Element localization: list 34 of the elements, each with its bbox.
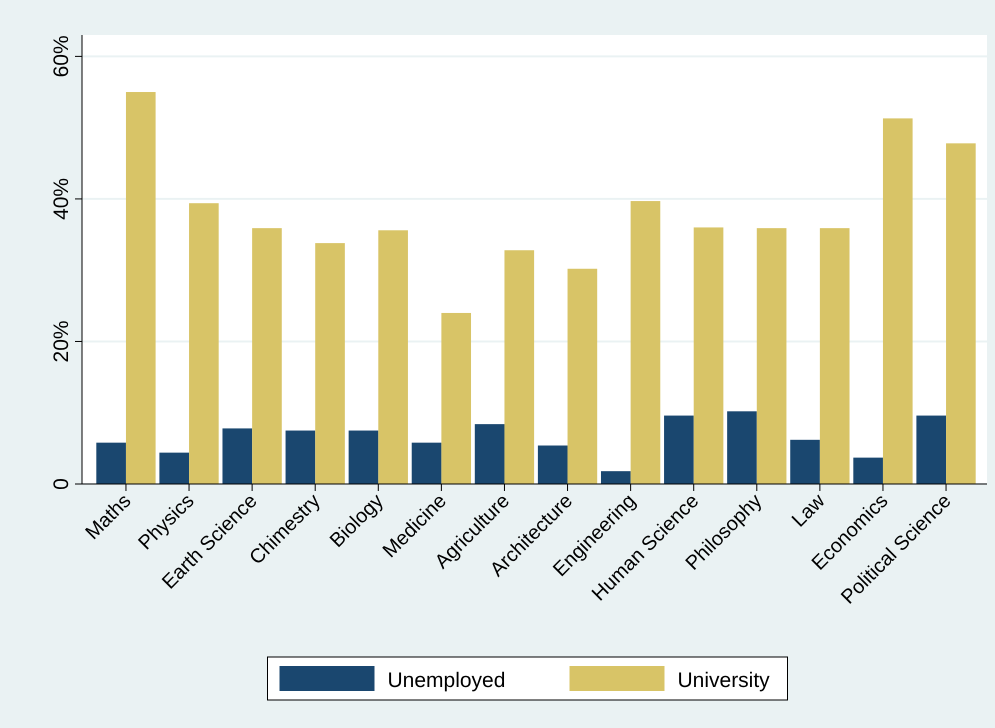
bar (946, 143, 976, 484)
bar (600, 471, 631, 484)
bar (441, 312, 472, 484)
bar (694, 227, 724, 484)
bar (159, 452, 190, 484)
bar (96, 442, 126, 484)
bar (820, 228, 850, 484)
bar (756, 228, 786, 484)
legend-label: University (678, 669, 770, 692)
bar (664, 416, 694, 484)
y-tick-label: 0 (50, 478, 73, 490)
bar (189, 203, 219, 484)
bar (222, 428, 252, 484)
bar (727, 411, 757, 484)
bar (916, 416, 946, 484)
bar (315, 243, 345, 484)
bar (882, 118, 913, 484)
bar (286, 430, 316, 484)
legend-label: Unemployed (388, 669, 506, 692)
bar (126, 92, 156, 484)
bar (504, 250, 534, 484)
y-tick-label: 60% (50, 35, 73, 78)
y-tick-label: 20% (50, 320, 73, 362)
bar (378, 230, 408, 484)
bar (474, 424, 504, 484)
bar (412, 442, 442, 484)
bar (348, 430, 378, 484)
bar (790, 440, 820, 484)
bar (568, 268, 598, 484)
bar (630, 201, 660, 484)
y-tick-label: 40% (50, 178, 73, 220)
bar (252, 228, 282, 484)
bar (853, 458, 883, 484)
bar (538, 446, 568, 484)
